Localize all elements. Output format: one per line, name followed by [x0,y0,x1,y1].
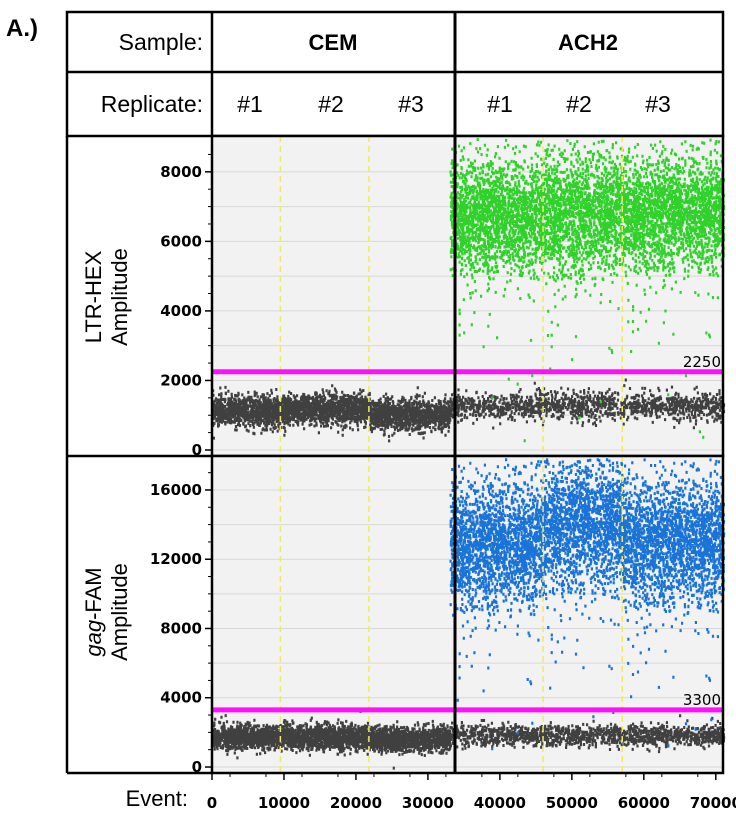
positive-droplet-cluster [622,458,726,747]
negative-droplet-cluster [280,709,371,757]
negative-droplet-cluster [212,714,283,760]
x-tick-label: 20000 [330,794,382,812]
threshold-label: 2250 [683,353,721,371]
hex-ylabel-line2: Amplitude [107,248,132,346]
positive-droplet-cluster [449,138,546,443]
positive-droplet-cluster [449,458,546,751]
x-tick-label: 70000 [690,794,736,812]
hex-plot-area: 2250 0 2000 4000 6000 8000 [160,134,726,459]
droplet-points [543,458,625,719]
sample-name-ach2: ACH2 [558,30,618,55]
droplet-points [622,458,726,747]
threshold-label: 3300 [683,691,721,709]
x-tick-label: 40000 [474,794,526,812]
replicate-label: #2 [566,91,592,117]
droplet-points [543,139,625,420]
negative-droplet-cluster [212,385,283,440]
sample-name-cem: CEM [309,30,358,55]
droplet-points [368,719,452,770]
droplet-points [280,709,371,757]
negative-droplet-cluster [368,386,452,443]
negative-droplet-cluster [449,378,726,430]
event-axis-label: Event: [126,786,188,811]
droplet-points [212,714,283,760]
droplet-points [212,385,283,440]
fam-ylabel: gag-FAM Amplitude [81,563,132,661]
droplet-points [449,138,546,443]
negative-droplet-cluster [280,384,371,437]
y-tick-label: 6000 [160,232,202,250]
panel-label: A.) [6,15,38,42]
replicate-label: #3 [645,91,671,117]
y-tick-label: 0 [192,441,202,459]
positive-droplet-cluster [543,458,625,719]
y-tick-label: 4000 [160,689,202,707]
negative-droplet-cluster [368,719,452,770]
replicate-label: #1 [237,91,263,117]
droplet-points [622,138,726,439]
fam-ylabel-italic: gag [81,619,106,656]
droplet-points [449,378,726,430]
replicate-header-label: Replicate: [101,91,203,117]
x-tick-label: 30000 [402,794,454,812]
y-tick-label: 8000 [160,619,202,637]
droplet-points [280,384,371,437]
x-tick-label: 50000 [546,794,598,812]
fam-ylabel-line2: Amplitude [107,563,132,661]
plot-frame [210,454,725,775]
positive-droplet-cluster [622,138,726,439]
x-tick-label: 0 [207,794,217,812]
hex-ylabel: LTR-HEX Amplitude [81,248,132,346]
x-tick-label: 10000 [258,794,310,812]
negative-droplet-cluster [449,714,726,754]
y-tick-label: 4000 [160,302,202,320]
fam-plot-area: 3300 0 4000 8000 12000 16000 [150,454,726,776]
y-tick-label: 0 [192,758,202,776]
event-x-axis: 0 10000 20000 30000 40000 50000 60000 70000 [207,773,736,812]
fam-ylabel-rest: -FAM [81,567,106,620]
replicate-label: #1 [487,91,513,117]
y-tick-label: 2000 [160,371,202,389]
droplet-points [449,714,726,754]
positive-droplet-cluster [543,139,625,420]
row-label-boxes [65,136,212,775]
plot-background [212,456,723,773]
droplet-points [368,386,452,443]
y-tick-label: 16000 [150,481,202,499]
y-axis: 0 4000 8000 12000 16000 [150,472,212,776]
hex-ylabel-line1: LTR-HEX [81,250,106,343]
x-tick-label: 60000 [618,794,670,812]
replicate-labels: #1 #2 #3 #1 #2 #3 [237,91,671,117]
sample-header-label: Sample: [119,29,203,55]
fam-ylabel-line1: gag-FAM [81,567,106,656]
replicate-label: #3 [398,91,424,117]
y-tick-label: 8000 [160,163,202,181]
replicate-label: #2 [318,91,344,117]
y-tick-label: 12000 [150,550,202,568]
droplet-points [449,458,546,751]
y-axis: 0 2000 4000 6000 8000 [160,153,212,459]
